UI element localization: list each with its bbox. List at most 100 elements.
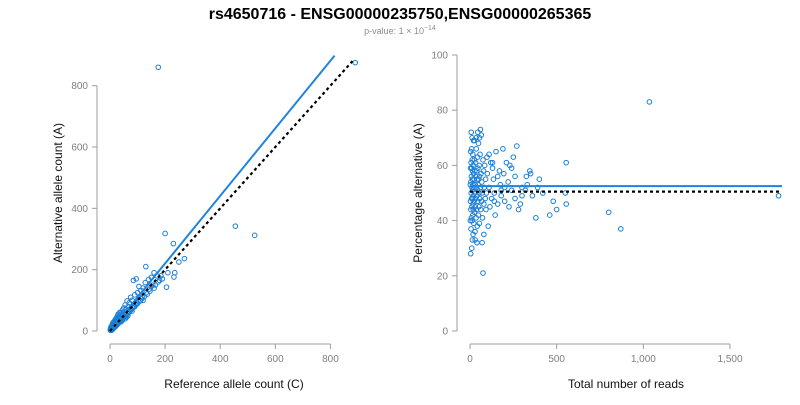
figure-title: rs4650716 - ENSG00000235750,ENSG00000265…	[209, 6, 592, 23]
data-point	[471, 157, 478, 163]
y-tick-label: 600	[71, 143, 88, 154]
data-point	[489, 165, 496, 171]
data-point	[775, 192, 782, 199]
data-point	[469, 204, 475, 210]
data-point	[478, 198, 485, 205]
x-tick-label: 400	[212, 354, 229, 365]
data-point	[550, 198, 557, 205]
x-axis-title: Reference allele count (C)	[164, 377, 303, 391]
data-point	[536, 176, 543, 182]
data-point	[646, 99, 653, 105]
data-point	[481, 162, 488, 169]
x-tick-label: 0	[467, 354, 473, 365]
data-point	[506, 204, 512, 210]
data-point	[493, 148, 499, 155]
data-point	[132, 292, 138, 298]
x-tick-label: 1,000	[631, 354, 656, 365]
data-point	[469, 217, 475, 224]
data-point	[491, 198, 498, 205]
right-scatter-plot: 0 500 1,000 1,500 0 20 40 60 80 100 Total number o…	[411, 51, 782, 391]
data-point	[468, 159, 474, 166]
data-point	[478, 170, 484, 177]
point-layer	[107, 59, 359, 334]
data-point	[480, 157, 486, 163]
data-point	[122, 302, 128, 308]
data-point	[155, 64, 162, 71]
data-point	[181, 255, 188, 262]
data-point	[527, 168, 533, 174]
data-point	[471, 220, 477, 227]
data-point	[469, 237, 476, 243]
data-point	[478, 132, 485, 138]
data-point	[481, 231, 487, 238]
data-point	[500, 146, 506, 152]
data-point	[517, 201, 524, 207]
data-point	[474, 154, 481, 160]
data-point	[130, 277, 137, 284]
data-point	[142, 279, 149, 286]
data-point	[474, 239, 480, 246]
data-point	[352, 59, 359, 66]
data-point	[467, 148, 474, 155]
x-tick-label: 600	[267, 354, 284, 365]
data-point	[486, 151, 492, 158]
y-tick-label: 80	[437, 106, 449, 117]
x-tick-label: 1,500	[717, 354, 742, 365]
data-point	[483, 206, 489, 213]
figure-subtitle: p-value: 1 × 10−14	[364, 25, 436, 36]
data-point	[533, 215, 539, 221]
x-tick-label: 800	[322, 354, 339, 365]
y-tick-label: 0	[442, 327, 448, 338]
data-point	[469, 212, 476, 218]
data-point	[477, 126, 484, 133]
pvalue-exponent: −14	[424, 25, 436, 32]
data-point	[170, 240, 177, 247]
data-point	[165, 269, 171, 276]
reference-line	[109, 60, 354, 332]
data-point	[477, 151, 483, 158]
data-point	[115, 311, 122, 317]
data-point	[143, 263, 149, 270]
data-point	[487, 204, 493, 210]
data-point	[508, 165, 515, 171]
data-point	[479, 215, 486, 221]
data-point	[553, 206, 560, 213]
data-point	[519, 192, 525, 199]
data-point	[505, 179, 511, 185]
data-point	[478, 179, 485, 185]
data-point	[479, 239, 485, 246]
data-point	[523, 173, 530, 180]
data-point	[484, 170, 491, 177]
data-point	[508, 187, 515, 194]
data-point	[494, 201, 501, 207]
data-point	[473, 135, 479, 141]
data-point	[546, 212, 553, 218]
data-point	[563, 201, 570, 207]
data-point	[507, 162, 513, 169]
fit-line	[109, 54, 336, 332]
data-point	[489, 159, 496, 166]
data-point	[514, 143, 520, 149]
data-point	[469, 157, 476, 163]
data-point	[468, 129, 475, 136]
data-point	[492, 212, 498, 218]
data-point	[151, 285, 157, 291]
data-point	[472, 237, 479, 243]
data-point	[469, 176, 476, 182]
data-point	[496, 168, 503, 174]
point-layer	[467, 99, 782, 276]
pvalue-prefix: p-value: 1 × 10	[364, 26, 424, 36]
data-point	[512, 195, 518, 202]
data-point	[501, 198, 508, 205]
y-tick-label: 40	[437, 216, 449, 227]
data-point	[501, 170, 507, 177]
left-scatter-plot: 0 200 400 600 800 0 200 400 600 800 Reference alle…	[51, 54, 359, 391]
data-point	[488, 159, 494, 166]
data-point	[133, 276, 139, 282]
data-point	[510, 154, 517, 160]
data-point	[468, 245, 475, 251]
data-point	[468, 179, 474, 185]
data-point	[467, 198, 474, 205]
data-point	[480, 270, 486, 276]
